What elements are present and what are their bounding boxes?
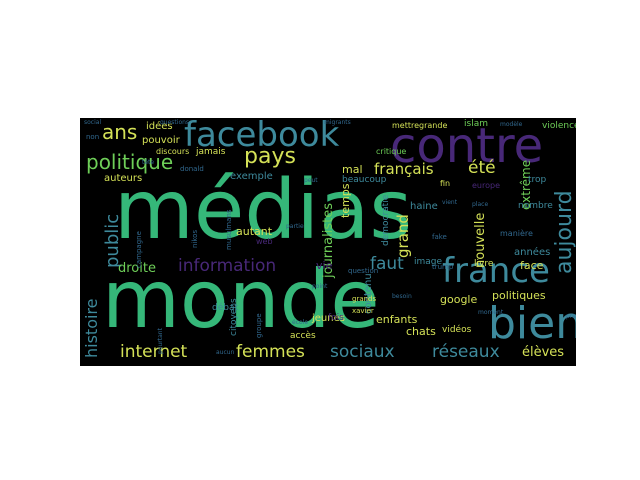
word-moment: moment (478, 309, 504, 316)
word-question: question (348, 267, 379, 275)
word-droite: droite (118, 261, 156, 276)
word-cloud: médias monde contre facebook bien france… (80, 118, 576, 366)
word-faut: faut (370, 254, 404, 274)
word-france: france (442, 251, 550, 291)
word-fois: fois (328, 313, 344, 323)
word-videos: vidéos (442, 325, 472, 335)
word-google: google (440, 293, 478, 306)
word-beaucoup: beaucoup (342, 175, 387, 185)
word-migrants: migrants (324, 119, 351, 126)
word-livre: livre (474, 259, 494, 269)
word-auteurs: auteurs (104, 173, 143, 184)
word-non: non (86, 133, 100, 141)
word-pouvoir: pouvoir (142, 135, 180, 146)
word-face: face (520, 259, 544, 272)
word-web: web (256, 237, 273, 246)
word-trump: trump (432, 263, 454, 271)
word-enfants: enfants (376, 313, 418, 326)
word-vient: vient (442, 199, 458, 206)
word-mal: mal (342, 163, 363, 176)
word-tete: tête (142, 159, 155, 166)
word-annees: années (514, 247, 551, 258)
word-sociaux: sociaux (330, 342, 395, 362)
word-xavier: xavier (352, 307, 374, 315)
word-grands: grands (352, 295, 377, 303)
word-aucun: aucun (216, 349, 235, 356)
word-ans: ans (102, 120, 138, 144)
word-chats: chats (406, 325, 436, 338)
word-discours: discours (156, 147, 190, 156)
word-modele: modèle (500, 121, 523, 128)
word-maniere: manière (500, 229, 533, 238)
word-temps: temps (339, 183, 352, 218)
word-acces: accès (290, 331, 316, 341)
word-europe: europe (472, 181, 500, 190)
word-autant: autant (236, 225, 273, 238)
word-fin: fin (440, 179, 451, 188)
word-nikos: nikos (191, 229, 199, 248)
word-information: information (178, 256, 277, 276)
word-politiques: politiques (492, 289, 546, 302)
word-politique: politique (86, 150, 174, 174)
word-histoire: histoire (82, 298, 101, 359)
word-mettregrande: mettregrande (392, 121, 448, 130)
word-place: place (472, 201, 489, 208)
word-fake: fake (432, 233, 447, 241)
word-donald: donald (180, 165, 204, 173)
word-public: public (102, 213, 123, 268)
word-exemple: exemple (230, 171, 273, 182)
word-campagne: campagne (135, 231, 143, 268)
word-democratie: démocratie (381, 194, 391, 246)
word-femmes: femmes (236, 342, 305, 362)
word-pourtant: pourtant (157, 328, 164, 354)
word-eleves: élèves (522, 345, 565, 360)
word-ecole: école (292, 319, 309, 326)
word-debat: débat (212, 303, 239, 313)
word-medias: médias (114, 163, 413, 258)
word-facebook: facebook (184, 118, 340, 155)
word-groupe: groupe (255, 313, 263, 338)
word-violence: violence (542, 121, 576, 131)
word-critique: critique (376, 147, 407, 156)
word-vie: vie (316, 259, 333, 272)
word-point: point (312, 283, 328, 290)
word-peut: peut (304, 177, 318, 184)
word-ete: été (468, 158, 496, 178)
word-presse: presse (566, 313, 576, 320)
word-social: social (84, 119, 102, 126)
word-islam: islam (464, 119, 488, 129)
word-questions: questions (160, 119, 190, 126)
word-nombre: nombre (518, 201, 553, 211)
word-jeunes: jeunes (312, 313, 345, 324)
word-idees: idées (146, 121, 173, 132)
word-internet: internet (120, 342, 188, 362)
word-haine: haine (410, 201, 438, 212)
word-grand: grand (394, 214, 412, 258)
word-monde: monde (102, 253, 380, 346)
word-musulmans: musulmans (225, 209, 233, 250)
word-citoyens: citoyens (229, 298, 239, 336)
word-jamais: jamais (196, 147, 226, 157)
word-pays: pays (244, 144, 296, 169)
word-reseaux: réseaux (432, 342, 500, 362)
word-besoin: besoin (392, 293, 412, 300)
word-aujourd: aujourd (552, 190, 576, 274)
word-image: image (414, 257, 443, 267)
word-trop: trop (528, 175, 547, 185)
word-francais: français (374, 160, 434, 178)
word-partie: partie (286, 223, 304, 230)
word-bien: bien (488, 298, 576, 349)
word-contre: contre (390, 118, 544, 174)
